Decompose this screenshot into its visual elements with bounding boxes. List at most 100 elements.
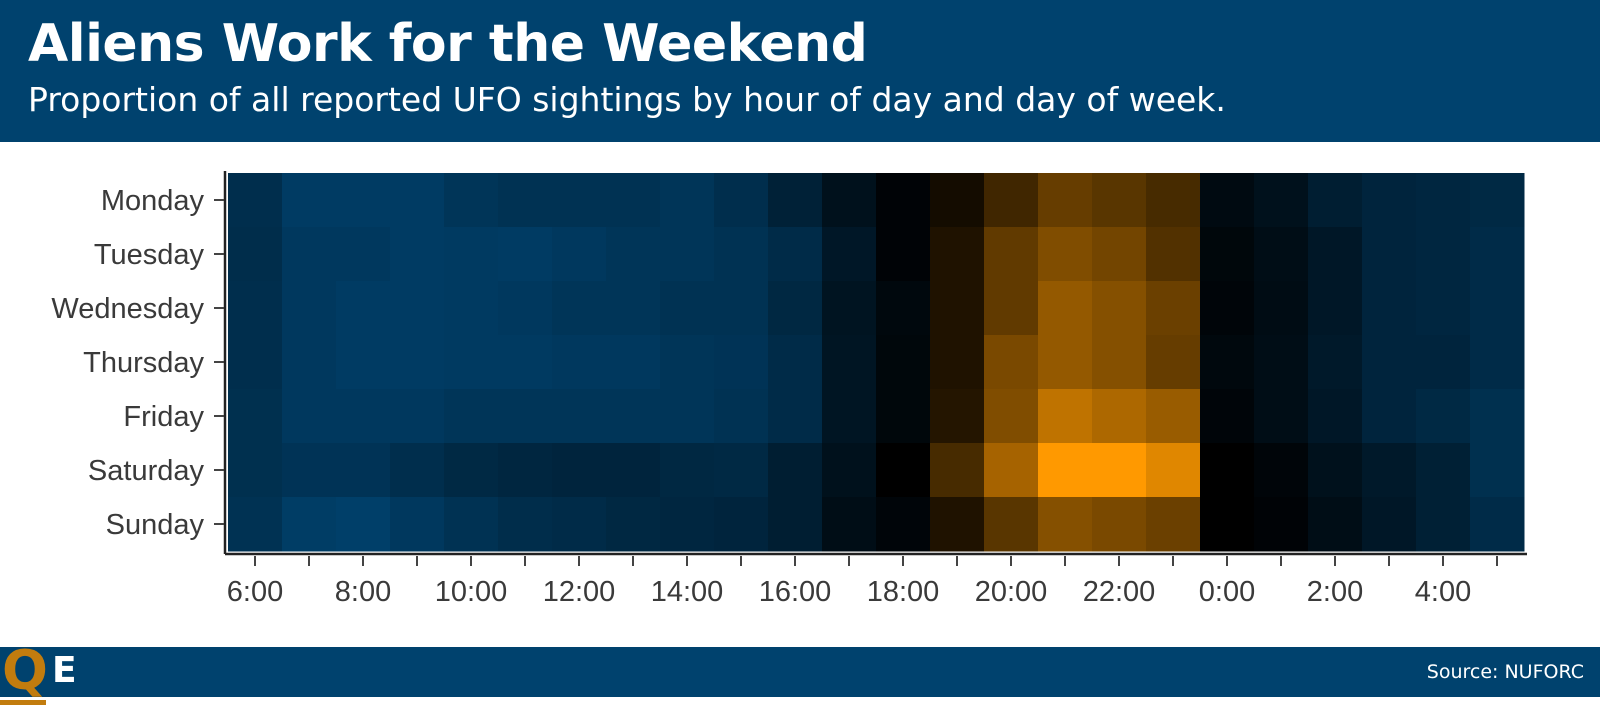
- heatmap-cell: [1092, 497, 1147, 552]
- heatmap-cell: [1092, 335, 1147, 390]
- heatmap-cell: [1308, 497, 1363, 552]
- heatmap-cell: [1308, 281, 1363, 336]
- heatmap-cell: [390, 497, 445, 552]
- x-tick-label: 4:00: [1415, 576, 1471, 608]
- heatmap-cell: [498, 335, 553, 390]
- heatmap-cell: [552, 335, 607, 390]
- heatmap-cell: [1038, 227, 1093, 282]
- heatmap-cell: [930, 443, 985, 498]
- heatmap-cell: [660, 173, 715, 228]
- heatmap-cell: [282, 335, 337, 390]
- heatmap-cell: [606, 497, 661, 552]
- heatmap-cells: [228, 173, 1525, 552]
- heatmap-cell: [1038, 389, 1093, 444]
- x-tick-label: 0:00: [1199, 576, 1255, 608]
- heatmap-cell: [822, 335, 877, 390]
- heatmap-cell: [876, 389, 931, 444]
- heatmap-cell: [1254, 389, 1309, 444]
- x-tick-label: 18:00: [867, 576, 940, 608]
- heatmap-cell: [1092, 227, 1147, 282]
- heatmap-cell: [498, 443, 553, 498]
- heatmap-cell: [1470, 173, 1525, 228]
- x-tick-label: 20:00: [975, 576, 1048, 608]
- heatmap-cell: [1308, 227, 1363, 282]
- heatmap-cell: [1092, 281, 1147, 336]
- heatmap-cell: [660, 281, 715, 336]
- heatmap-cell: [282, 281, 337, 336]
- heatmap-cell: [444, 281, 499, 336]
- heatmap-cell: [822, 281, 877, 336]
- heatmap-cell: [228, 497, 283, 552]
- y-tick-label: Tuesday: [94, 239, 205, 271]
- logo-letter-q: Q: [2, 639, 48, 702]
- heatmap-cell: [444, 443, 499, 498]
- y-tick-label: Sunday: [106, 509, 205, 541]
- heatmap-cell: [498, 227, 553, 282]
- heatmap-cell: [876, 227, 931, 282]
- heatmap-cell: [606, 281, 661, 336]
- heatmap-cell: [768, 389, 823, 444]
- heatmap-cell: [1200, 281, 1255, 336]
- heatmap-cell: [336, 443, 391, 498]
- heatmap-cell: [444, 335, 499, 390]
- heatmap-cell: [1470, 335, 1525, 390]
- heatmap-cell: [1416, 443, 1471, 498]
- heatmap-cell: [714, 335, 769, 390]
- heatmap-cell: [1362, 443, 1417, 498]
- chart-subtitle: Proportion of all reported UFO sightings…: [28, 80, 1226, 119]
- heatmap-cell: [1470, 443, 1525, 498]
- x-tick-label: 6:00: [227, 576, 283, 608]
- heatmap-cell: [876, 443, 931, 498]
- heatmap-cell: [282, 497, 337, 552]
- heatmap-cell: [1362, 335, 1417, 390]
- heatmap-cell: [984, 227, 1039, 282]
- heatmap-cell: [930, 335, 985, 390]
- heatmap-cell: [444, 227, 499, 282]
- heatmap-cell: [660, 497, 715, 552]
- heatmap-cell: [1146, 497, 1201, 552]
- heatmap-cell: [552, 173, 607, 228]
- y-tick-label: Saturday: [88, 455, 205, 487]
- heatmap-cell: [552, 389, 607, 444]
- heatmap-cell: [984, 389, 1039, 444]
- heatmap-cell: [768, 227, 823, 282]
- heatmap-cell: [1146, 173, 1201, 228]
- heatmap-cell: [1416, 227, 1471, 282]
- heatmap-cell: [606, 227, 661, 282]
- heatmap-cell: [660, 227, 715, 282]
- heatmap-cell: [1470, 497, 1525, 552]
- x-tick-label: 12:00: [543, 576, 616, 608]
- heatmap-cell: [498, 173, 553, 228]
- heatmap-cell: [1092, 173, 1147, 228]
- heatmap-cell: [390, 173, 445, 228]
- heatmap-cell: [552, 443, 607, 498]
- heatmap-cell: [930, 227, 985, 282]
- header-banner: Aliens Work for the Weekend Proportion o…: [0, 0, 1600, 142]
- heatmap-cell: [930, 281, 985, 336]
- heatmap-cell: [822, 389, 877, 444]
- heatmap-cell: [1254, 443, 1309, 498]
- heatmap-cell: [1470, 389, 1525, 444]
- heatmap-cell: [498, 389, 553, 444]
- heatmap-cell: [228, 281, 283, 336]
- heatmap-cell: [444, 389, 499, 444]
- heatmap-cell: [1254, 335, 1309, 390]
- heatmap-cell: [660, 443, 715, 498]
- heatmap-cell: [714, 173, 769, 228]
- heatmap-cell: [390, 227, 445, 282]
- heatmap-cell: [1200, 227, 1255, 282]
- heatmap-cell: [390, 443, 445, 498]
- heatmap-cell: [228, 443, 283, 498]
- heatmap-cell: [984, 497, 1039, 552]
- heatmap-cell: [1470, 227, 1525, 282]
- heatmap-cell: [1362, 497, 1417, 552]
- heatmap-cell: [552, 227, 607, 282]
- x-tick-label: 16:00: [759, 576, 832, 608]
- heatmap-cell: [714, 281, 769, 336]
- heatmap-cell: [1362, 281, 1417, 336]
- heatmap-cell: [1254, 173, 1309, 228]
- heatmap-cell: [768, 443, 823, 498]
- heatmap-cell: [1200, 335, 1255, 390]
- heatmap-cell: [390, 335, 445, 390]
- heatmap-cell: [282, 227, 337, 282]
